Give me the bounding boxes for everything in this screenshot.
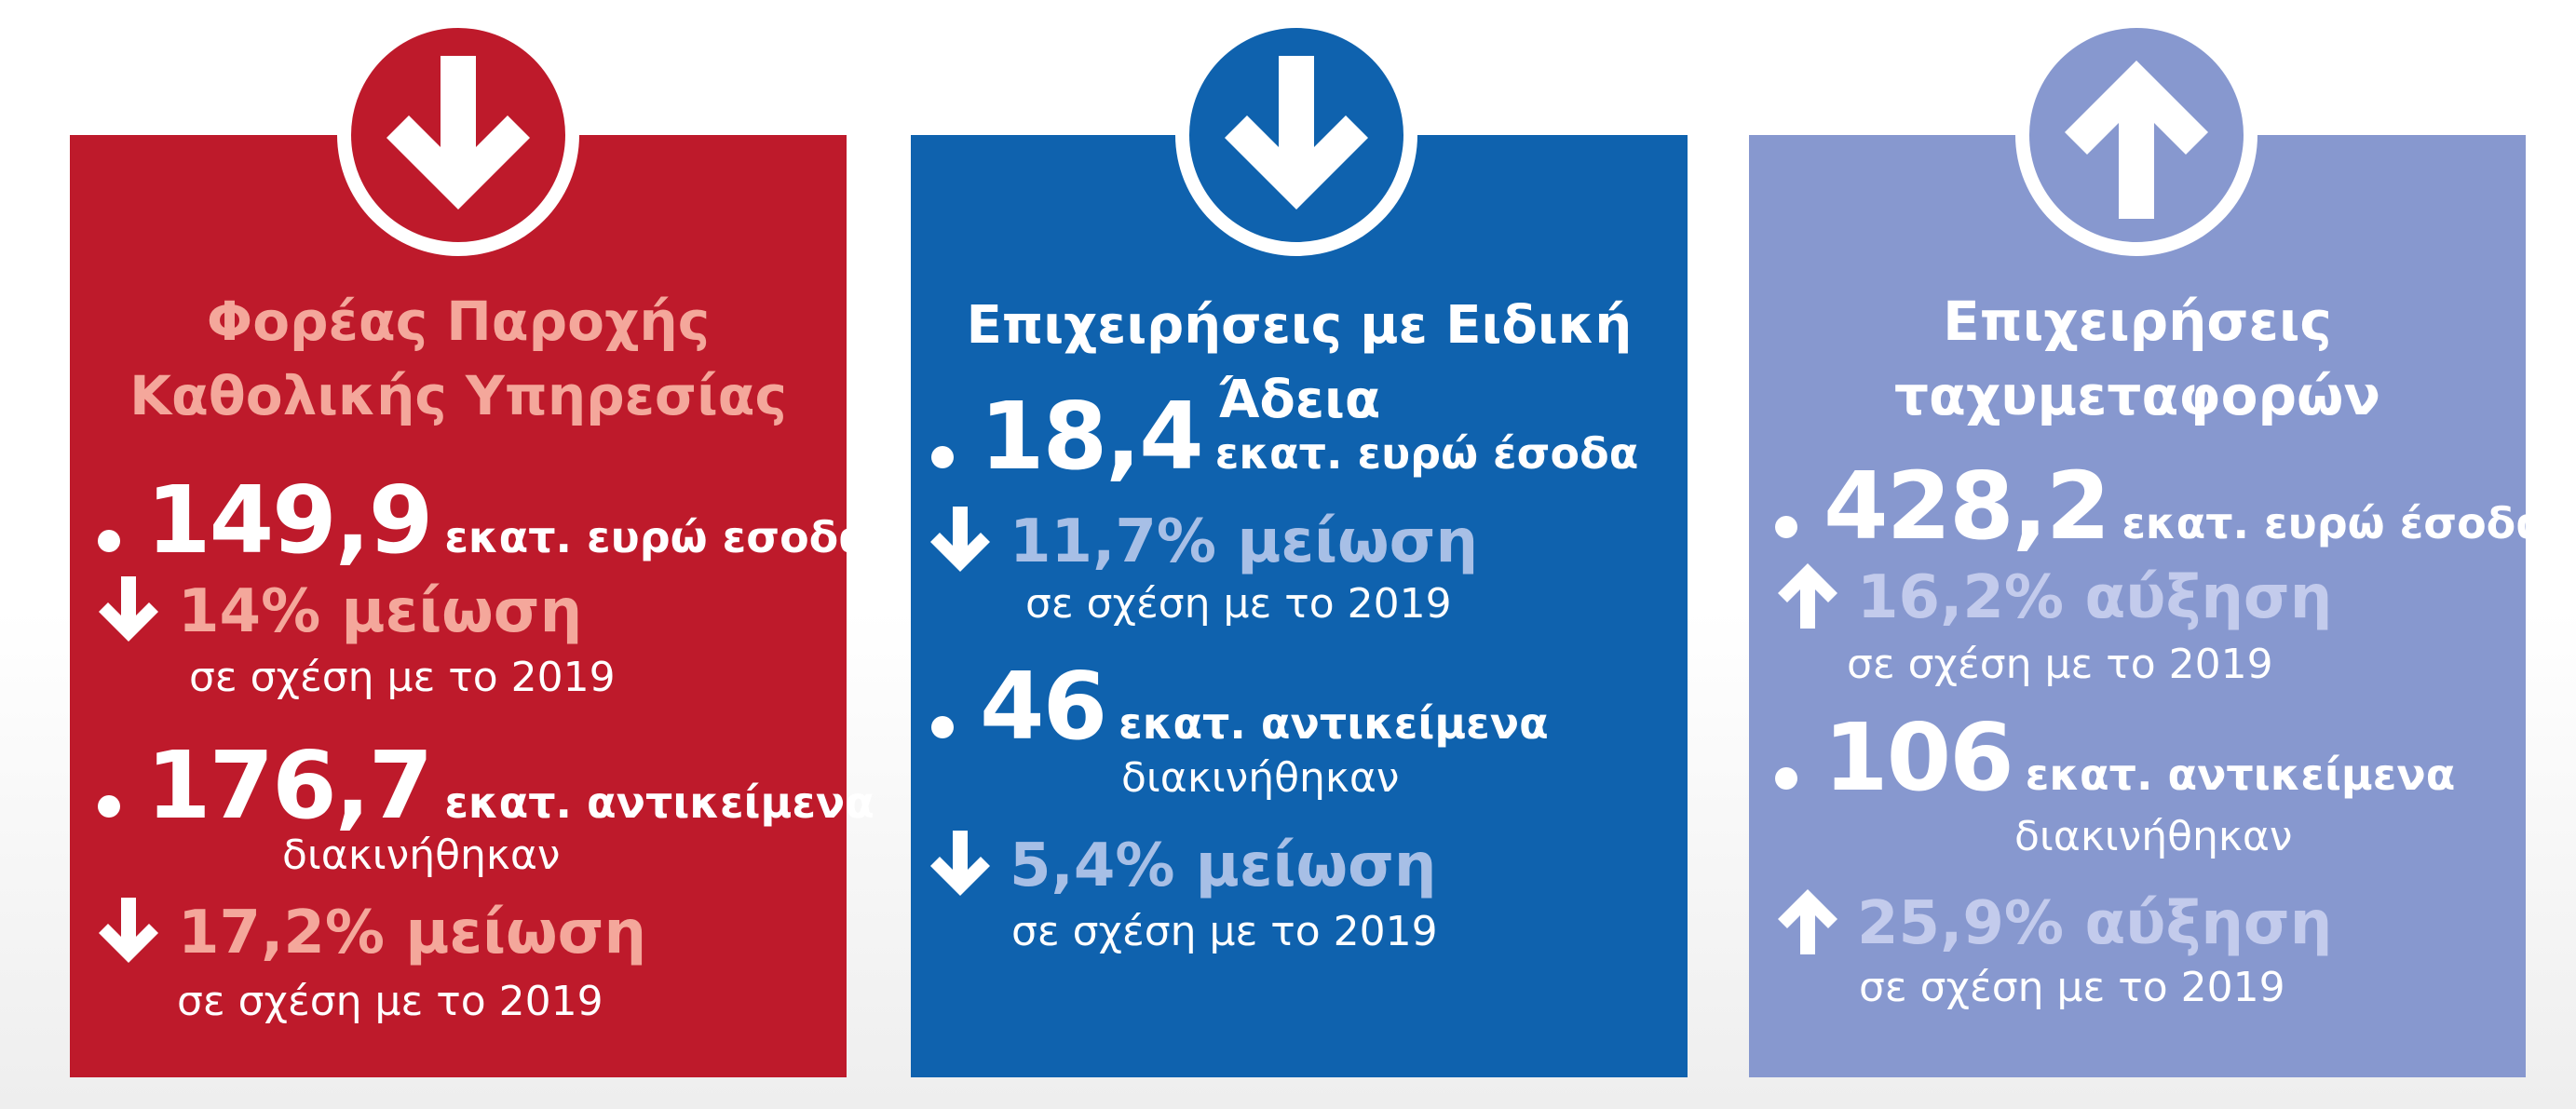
- revenue-change-text: 11,7% μείωση: [1010, 507, 1478, 576]
- panel-title: Επιχειρήσεις ταχυμεταφορών: [1749, 284, 2526, 433]
- items-value: 106: [1824, 703, 2014, 812]
- revenue-stat: 149,9 εκατ. ευρώ εσοδα: [98, 466, 868, 575]
- items-note: διακινήθηκαν: [282, 832, 561, 879]
- arrow-down-icon: [386, 56, 530, 210]
- arrow-down-icon: [928, 829, 993, 899]
- panel-title-line1: Επιχειρήσεις: [1943, 290, 2332, 353]
- revenue-change: 11,7% μείωση: [928, 505, 1478, 580]
- items-stat: 176,7 εκατ. αντικείμενα: [98, 731, 874, 840]
- revenue-change: 14% μείωση: [96, 575, 583, 650]
- revenue-change-text: 14% μείωση: [178, 577, 583, 646]
- items-value: 176,7: [146, 731, 433, 840]
- bullet-dot: [98, 794, 120, 818]
- revenue-unit: εκατ. ευρώ έσοδα: [2122, 498, 2545, 548]
- items-note: διακινήθηκαν: [2014, 813, 2293, 860]
- panel-title: Φορέας Παροχής Καθολικής Υπηρεσίας: [70, 284, 847, 433]
- items-change-note: σε σχέση με το 2019: [177, 978, 603, 1025]
- revenue-change: 16,2% αύξηση: [1775, 561, 2333, 636]
- items-unit: εκατ. αντικείμενα: [444, 778, 874, 828]
- revenue-value: 18,4: [980, 382, 1204, 491]
- down-arrow-badge: [1175, 14, 1417, 256]
- items-change: 25,9% αύξηση: [1775, 886, 2333, 962]
- bullet-dot: [931, 445, 954, 468]
- items-change-note: σε σχέση με το 2019: [1011, 908, 1438, 955]
- bullet-dot: [1775, 515, 1797, 538]
- down-arrow-badge: [337, 14, 579, 256]
- revenue-stat: 428,2 εκατ. ευρώ έσοδα: [1775, 452, 2545, 561]
- items-stat: 106 εκατ. αντικείμενα: [1775, 703, 2455, 812]
- items-unit: εκατ. αντικείμενα: [1119, 698, 1549, 749]
- items-change: 17,2% μείωση: [96, 896, 646, 971]
- bullet-dot: [1775, 766, 1797, 790]
- panel-courier-companies: Επιχειρήσεις ταχυμεταφορών 428,2 εκατ. ευ…: [1749, 135, 2545, 1077]
- items-change-text: 17,2% μείωση: [178, 899, 646, 967]
- panel-title: Επιχειρήσεις με Ειδική Άδεια: [911, 289, 1688, 438]
- panel-title-line1: Επιχειρήσεις με Ειδική Άδεια: [966, 295, 1633, 430]
- items-stat: 46 εκατ. αντικείμενα: [931, 652, 1549, 761]
- items-change-text: 25,9% αύξηση: [1857, 889, 2333, 958]
- arrow-down-icon: [1225, 56, 1368, 210]
- arrow-down-icon: [96, 575, 161, 644]
- revenue-change-text: 16,2% αύξηση: [1857, 563, 2333, 632]
- revenue-change-note: σε σχέση με το 2019: [1847, 641, 2273, 688]
- items-value: 46: [980, 652, 1107, 761]
- up-arrow-badge: [2015, 14, 2257, 256]
- panel-title-line2: Καθολικής Υπηρεσίας: [129, 364, 787, 427]
- items-change-text: 5,4% μείωση: [1010, 832, 1437, 900]
- panel-title-line1: Φορέας Παροχής: [206, 290, 711, 353]
- revenue-change-note: σε σχέση με το 2019: [189, 654, 616, 701]
- revenue-value: 149,9: [146, 466, 433, 575]
- revenue-unit: εκατ. ευρώ εσοδα: [444, 512, 868, 562]
- bullet-dot: [98, 529, 120, 552]
- items-change-note: σε σχέση με το 2019: [1859, 964, 2285, 1011]
- revenue-stat: 18,4 εκατ. ευρώ έσοδα: [931, 382, 1638, 491]
- arrow-up-icon: [2065, 61, 2208, 219]
- panel-universal-service-provider: Φορέας Παροχής Καθολικής Υπηρεσίας 149,9…: [70, 135, 874, 1077]
- panel-special-license-companies: Επιχειρήσεις με Ειδική Άδεια 18,4 εκατ. ε…: [911, 135, 1688, 1077]
- revenue-change-note: σε σχέση με το 2019: [1025, 580, 1452, 628]
- revenue-value: 428,2: [1824, 452, 2110, 561]
- items-change: 5,4% μείωση: [928, 829, 1437, 904]
- revenue-unit: εκατ. ευρώ έσοδα: [1214, 428, 1639, 479]
- panel-title-line2: ταχυμεταφορών: [1894, 364, 2380, 427]
- arrow-up-icon: [1775, 561, 1840, 630]
- items-unit: εκατ. αντικείμενα: [2025, 750, 2456, 800]
- arrow-down-icon: [928, 505, 993, 575]
- items-note: διακινήθηκαν: [1121, 754, 1400, 802]
- arrow-down-icon: [96, 896, 161, 966]
- arrow-up-icon: [1775, 886, 1840, 956]
- bullet-dot: [931, 715, 954, 738]
